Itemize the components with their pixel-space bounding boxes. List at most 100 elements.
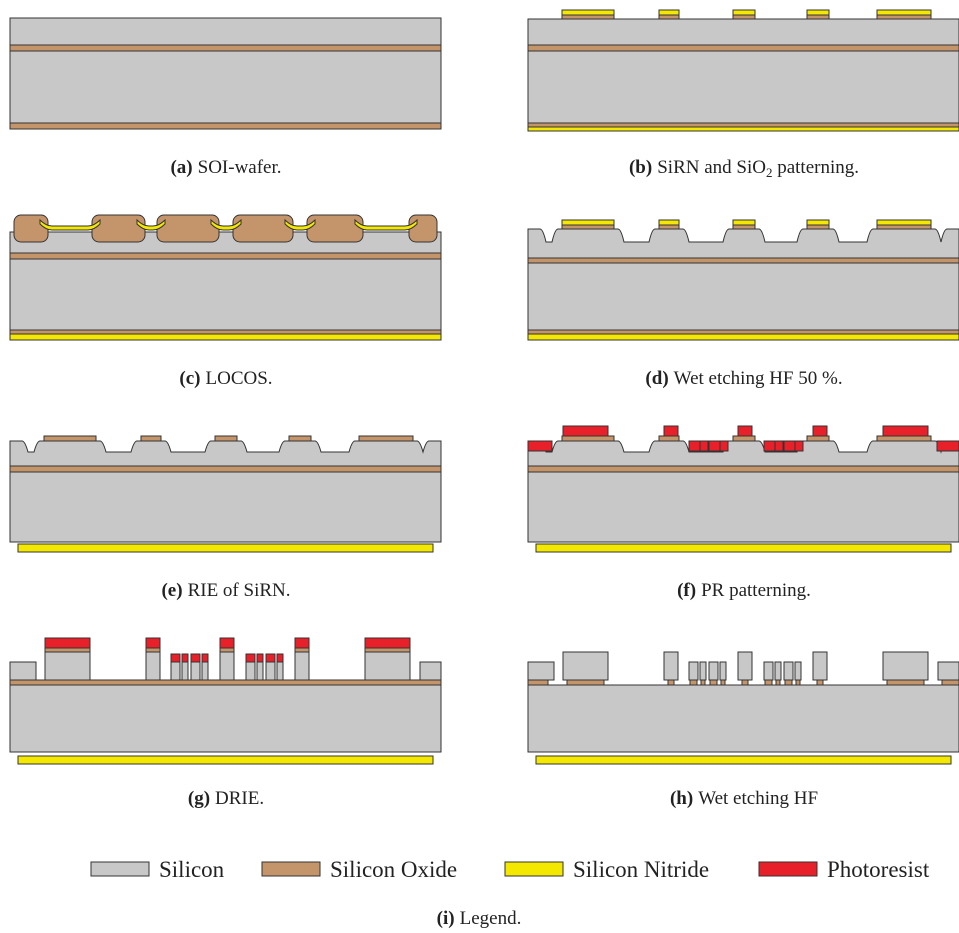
caption: (a)SOI-wafer.: [170, 157, 281, 178]
layer: [536, 756, 951, 764]
pillar: [813, 652, 827, 680]
pillar-oxide: [295, 648, 309, 652]
caption-label: (e): [161, 580, 182, 601]
pad: [733, 220, 755, 225]
caption-label: (c): [179, 368, 200, 389]
layer: [528, 334, 959, 340]
pad: [877, 225, 931, 229]
pillar: [146, 652, 160, 680]
photoresist: [563, 426, 608, 436]
legend-label: Silicon Oxide: [330, 857, 457, 882]
legend-swatch: [262, 862, 320, 876]
silicon-device-layer: [528, 441, 959, 466]
photoresist: [664, 426, 678, 436]
pillar: [720, 662, 726, 680]
pillar-oxide: [817, 680, 823, 685]
pad: [659, 220, 679, 225]
locos-oxide: [233, 215, 293, 242]
layer: [536, 544, 951, 552]
caption-label: (a): [170, 157, 192, 178]
caption: (g)DRIE.: [188, 788, 264, 809]
pad: [807, 15, 829, 19]
pillar-oxide: [701, 680, 705, 685]
photoresist: [764, 441, 775, 451]
layer: [528, 258, 959, 263]
pillar: [738, 652, 752, 680]
legend-swatch: [505, 862, 563, 876]
photoresist: [277, 654, 283, 662]
photoresist: [528, 441, 552, 451]
photoresist: [246, 654, 255, 662]
pillar: [171, 662, 180, 680]
layer: [10, 259, 441, 330]
photoresist: [171, 654, 180, 662]
photoresist: [202, 654, 208, 662]
photoresist: [257, 654, 263, 662]
layer: [528, 45, 959, 51]
pillar: [257, 662, 263, 680]
photoresist: [883, 426, 928, 436]
pad: [659, 225, 679, 229]
layer: [10, 232, 441, 253]
pillar-oxide: [567, 680, 604, 685]
photoresist: [937, 441, 959, 451]
pillar: [266, 662, 275, 680]
pillar-oxide: [365, 648, 410, 652]
layer: [18, 756, 433, 764]
layer: [528, 19, 959, 45]
layer: [528, 330, 959, 334]
photoresist: [720, 441, 728, 451]
layer: [10, 472, 441, 542]
pillar: [182, 662, 188, 680]
pillar: [795, 662, 801, 680]
layer: [942, 680, 959, 685]
pillar: [775, 662, 781, 680]
pillar: [709, 662, 718, 680]
locos-oxide: [92, 215, 145, 242]
layer: [10, 685, 441, 752]
pillar-oxide: [45, 648, 90, 652]
pillar: [664, 652, 678, 680]
pad: [141, 436, 161, 441]
legend-label: Silicon Nitride: [573, 857, 709, 882]
photoresist: [191, 654, 200, 662]
pad: [359, 436, 413, 441]
pad: [659, 15, 679, 19]
caption-text: Wet etching HF: [698, 788, 818, 809]
pillar: [563, 652, 608, 680]
photoresist: [700, 441, 708, 451]
pad: [877, 15, 931, 19]
pillar: [700, 662, 706, 680]
silicon-device-layer: [528, 229, 959, 258]
layer: [420, 662, 441, 680]
pad: [877, 220, 931, 225]
pillar-oxide: [776, 680, 780, 685]
layer: [528, 127, 959, 131]
pad: [659, 10, 679, 15]
layer: [10, 18, 441, 45]
pad: [877, 10, 931, 15]
pillar-oxide: [710, 680, 717, 685]
pillar: [295, 652, 309, 680]
photoresist: [795, 441, 803, 451]
nitride-pad: [40, 220, 100, 230]
pillar-oxide: [721, 680, 725, 685]
pad: [562, 436, 614, 441]
legend-caption: (i)Legend.: [437, 908, 522, 929]
pillar: [764, 662, 773, 680]
legend-label: Photoresist: [827, 857, 930, 882]
caption-text: Wet etching HF 50 %.: [674, 368, 843, 389]
caption-label: (i): [437, 908, 455, 929]
pad: [733, 225, 755, 229]
pad: [877, 436, 931, 441]
caption-label: (b): [629, 157, 652, 178]
pad: [562, 225, 614, 229]
pillar: [784, 662, 793, 680]
pillar: [277, 662, 283, 680]
caption-label: (g): [188, 788, 210, 809]
pad: [807, 220, 829, 225]
pillar-oxide: [146, 648, 160, 652]
caption-label: (f): [677, 580, 696, 601]
caption-label: (h): [670, 788, 693, 809]
pillar-oxide: [220, 648, 234, 652]
